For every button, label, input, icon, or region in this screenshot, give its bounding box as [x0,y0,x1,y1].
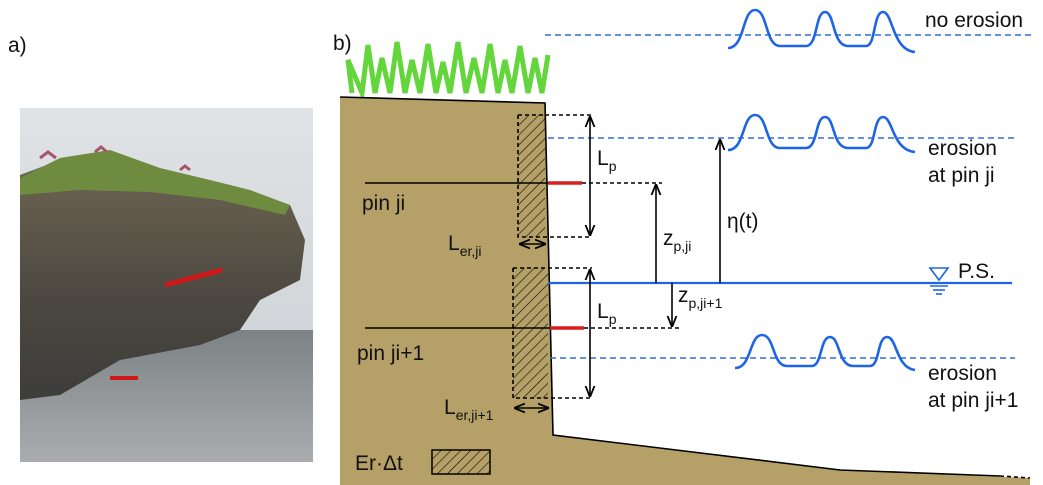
subscript: p [609,311,617,327]
eroded-volume [518,115,545,237]
panel-label: a) [8,34,27,57]
body: a) b) pin ji pin ji+1 no erosion erosion… [0,0,1043,485]
pin-label: pin ji+1 [357,342,424,365]
pin-label: pin ji [362,192,405,215]
symbol-label: zp,ji [663,227,691,254]
subscript: er,ji [460,243,482,259]
subscript: p [609,158,617,174]
panel-label: b) [333,32,352,55]
wave-train [728,10,915,52]
symbol-label: Lp [597,300,617,327]
symbol: L [597,147,609,170]
vegetation [348,42,548,93]
page: Erosion pin diagram {"panel_labels": ["a… [0,0,1043,485]
legend-swatch [432,450,490,474]
symbol: L [448,232,460,255]
level-label: erosion [928,137,997,160]
subscript: er,ji+1 [456,407,494,423]
symbol: z [678,284,689,307]
still-water-symbol [930,268,948,294]
wave-train [728,115,915,152]
symbol: z [663,227,674,250]
symbol-label: η(t) [727,210,759,233]
symbol: L [597,300,609,323]
level-label: no erosion [925,9,1023,32]
subscript: p,ji+1 [689,295,723,311]
still-water-label: P.S. [958,260,995,283]
level-label: at pin ji [928,164,995,187]
symbol: L [444,396,456,419]
wave-train [735,335,915,370]
symbol-label: zp,ji+1 [678,284,723,311]
symbol-label: Lp [597,147,617,174]
level-label: erosion [928,362,997,385]
legend-label: Er·Δt [355,452,403,475]
eroded-volume [513,268,548,398]
photo [20,108,313,462]
subscript: p,ji [674,238,692,254]
level-label: at pin ji+1 [928,389,1018,412]
figure: a) b) pin ji pin ji+1 no erosion erosion… [0,0,1043,485]
